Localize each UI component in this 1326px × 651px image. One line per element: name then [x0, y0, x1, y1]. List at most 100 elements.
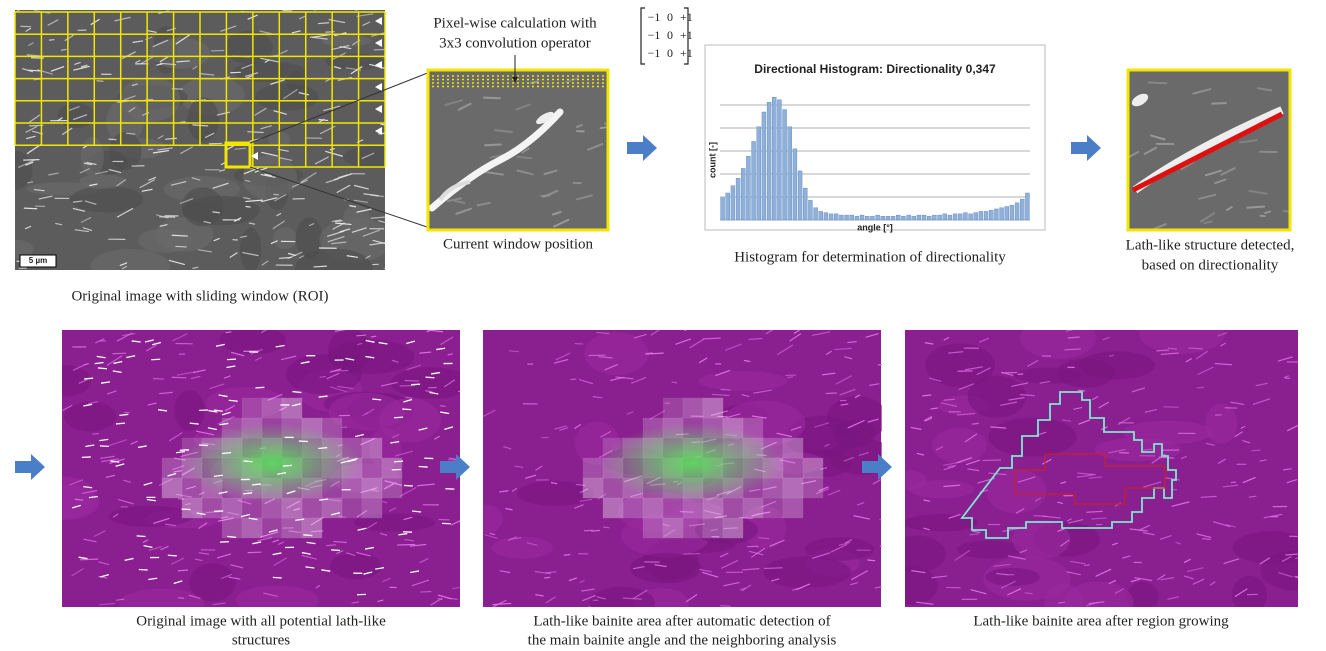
- candidate-block: [783, 458, 803, 478]
- histogram-bar: [984, 211, 988, 220]
- candidate-block: [643, 498, 663, 518]
- texture: [1139, 314, 1225, 353]
- candidate-block: [302, 498, 322, 518]
- caption: structures: [232, 632, 290, 648]
- candidate-block: [583, 458, 603, 478]
- candidate-block: [723, 498, 743, 518]
- candidate-block: [763, 498, 783, 518]
- texture: [492, 536, 553, 558]
- texture: [904, 514, 978, 531]
- streak: [61, 49, 66, 50]
- texture: [236, 585, 319, 614]
- kernel-entry: 0: [667, 28, 673, 42]
- streak: [24, 208, 36, 209]
- histogram-bar: [922, 215, 926, 220]
- direction-marker: [139, 570, 148, 571]
- histogram-bar: [963, 213, 967, 220]
- bracket: [641, 8, 645, 64]
- histogram-bar: [901, 216, 905, 220]
- histogram-bar: [860, 215, 864, 220]
- texture: [891, 470, 927, 490]
- direction-marker: [98, 368, 107, 369]
- caption: Lath-like bainite area after automatic d…: [533, 613, 830, 629]
- texture: [827, 396, 888, 440]
- streak: [1059, 602, 1065, 603]
- histogram-bar: [1010, 205, 1014, 220]
- histogram-bar: [870, 216, 874, 220]
- streak: [589, 607, 606, 611]
- candidate-block: [683, 518, 703, 538]
- streak: [176, 246, 186, 247]
- candidate-block: [222, 518, 242, 538]
- streak: [314, 7, 328, 10]
- streak: [283, 10, 292, 11]
- candidate-block: [783, 498, 803, 518]
- texture: [273, 227, 297, 249]
- streak: [178, 570, 187, 571]
- texture: [1232, 531, 1310, 564]
- streak: [172, 235, 187, 236]
- streak: [1085, 565, 1090, 566]
- candidate-block: [583, 478, 603, 498]
- histogram-bar: [793, 149, 797, 220]
- histogram-bar: [948, 215, 952, 220]
- streak: [172, 377, 186, 378]
- histogram-bar: [1025, 193, 1029, 220]
- texture: [379, 398, 441, 442]
- candidate-block: [382, 478, 402, 498]
- streak: [545, 577, 550, 578]
- histogram-bar: [808, 200, 812, 220]
- histogram-bar: [907, 215, 911, 220]
- streak: [421, 591, 431, 592]
- candidate-block: [723, 518, 743, 538]
- kernel-entry: −1: [648, 28, 661, 42]
- zoom-image: [428, 70, 611, 230]
- histogram-bar: [736, 178, 740, 220]
- streak: [484, 98, 500, 99]
- figure: 5 µm−10+1−10+1−10+1Directional Histogram…: [0, 0, 1326, 651]
- streak: [1034, 516, 1047, 517]
- streak: [178, 598, 183, 599]
- texture: [330, 552, 381, 579]
- texture: [584, 332, 648, 375]
- histogram-bar: [876, 215, 880, 220]
- texture: [1205, 403, 1237, 444]
- candidate-block: [783, 438, 803, 458]
- flow-arrow: [15, 454, 45, 480]
- candidate-block: [342, 498, 362, 518]
- streak: [314, 266, 326, 267]
- candidate-block: [222, 498, 242, 518]
- histogram-bar: [762, 112, 766, 220]
- histogram-bar: [979, 211, 983, 220]
- histogram-bar: [865, 216, 869, 220]
- direction-marker: [190, 423, 199, 424]
- kernel-entry: +1: [680, 10, 693, 24]
- texture: [986, 568, 1040, 586]
- streak: [868, 560, 875, 561]
- texture: [182, 187, 224, 226]
- histogram-bar: [788, 127, 792, 220]
- candidate-block: [162, 478, 182, 498]
- histogram-bar: [814, 208, 818, 220]
- candidate-block: [643, 518, 663, 538]
- direction-marker: [292, 392, 301, 393]
- streak: [385, 267, 392, 268]
- purple-image: [472, 323, 895, 619]
- streak: [154, 379, 164, 380]
- streak: [327, 545, 336, 546]
- kernel-entry: +1: [680, 28, 693, 42]
- caption: Original image with all potential lath-l…: [136, 613, 386, 629]
- texture: [0, 151, 33, 190]
- caption: Original image with sliding window (ROI): [71, 288, 328, 304]
- streak: [788, 377, 793, 378]
- histogram-bar: [767, 102, 771, 220]
- histogram-bar: [834, 214, 838, 220]
- streak: [685, 323, 697, 330]
- candidate-block: [282, 398, 302, 418]
- streak: [357, 335, 366, 336]
- streak: [441, 406, 446, 407]
- direction-marker: [273, 577, 282, 578]
- direction-marker: [227, 359, 236, 360]
- streak: [597, 333, 609, 334]
- streak: [721, 389, 730, 390]
